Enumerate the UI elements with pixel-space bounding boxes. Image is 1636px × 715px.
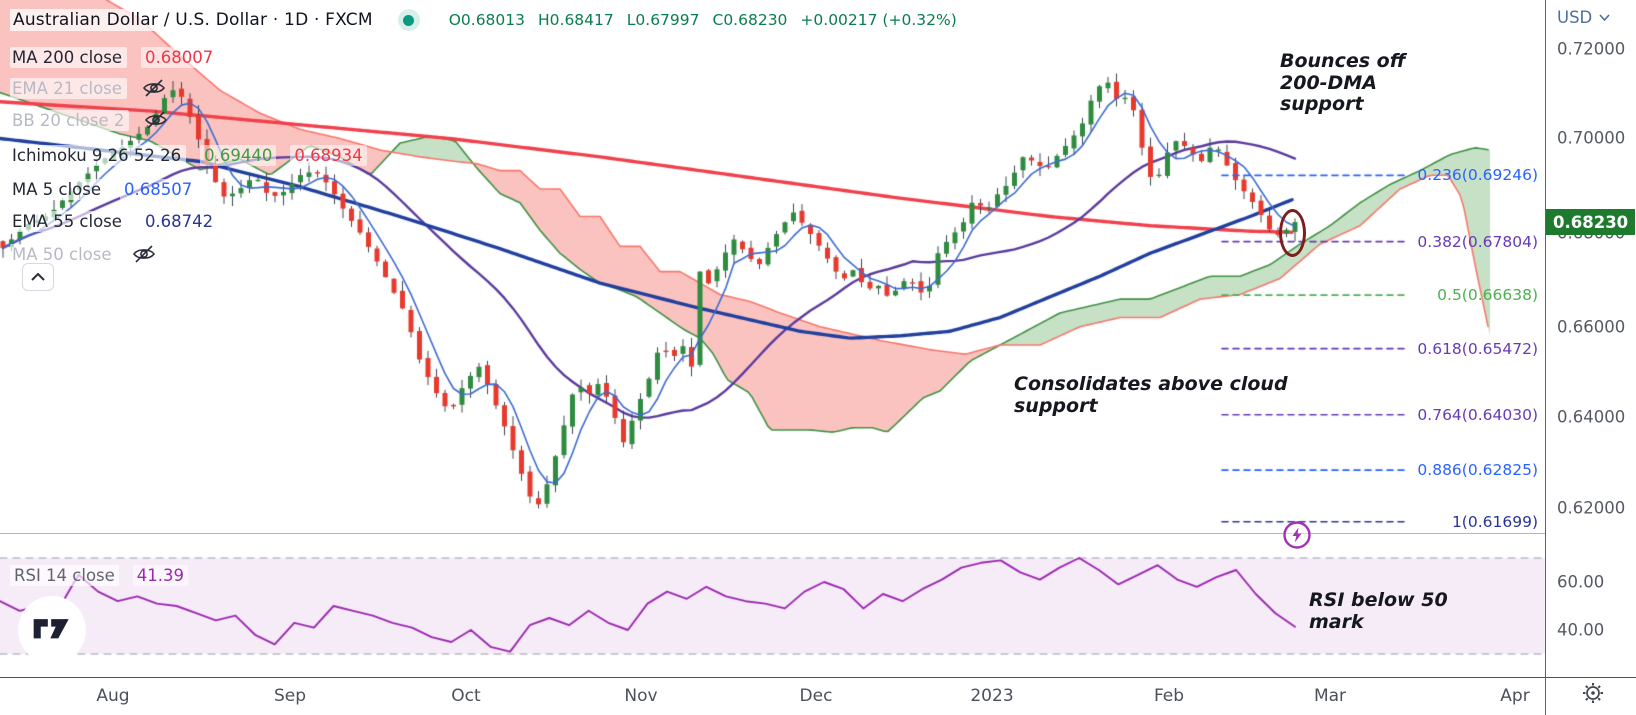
- symbol-header[interactable]: Australian Dollar / U.S. Dollar · 1D · F…: [10, 9, 960, 31]
- indicator-row-ema55[interactable]: EMA 55 close 0.68742: [10, 209, 218, 233]
- indicator-label[interactable]: EMA 21 close: [10, 77, 127, 99]
- indicator-value: 0.68742: [140, 210, 218, 232]
- rsi-tick: 40.00: [1557, 620, 1605, 640]
- ohlc-close: C0.68230: [712, 11, 788, 29]
- time-axis-label: Aug: [96, 686, 130, 706]
- time-axis-label: 2023: [970, 686, 1014, 706]
- currency-label: USD: [1557, 8, 1593, 27]
- fib-level-label[interactable]: 0.236(0.69246): [1417, 166, 1538, 184]
- eye-hidden-icon[interactable]: [131, 243, 157, 265]
- eye-hidden-icon[interactable]: [143, 109, 169, 131]
- indicator-value: 0.68507: [120, 178, 197, 200]
- indicator-label[interactable]: MA 5 close: [10, 178, 107, 200]
- tradingview-logo: [18, 596, 86, 664]
- annotation-bounces: Bounces off 200-DMA support: [1280, 50, 1406, 115]
- indicator-row-ichimoku[interactable]: Ichimoku 9 26 52 26 0.69440 0.68934: [10, 143, 367, 167]
- market-status-icon[interactable]: [397, 9, 420, 31]
- last-price-badge: 0.68230: [1546, 209, 1635, 235]
- collapse-legend-button[interactable]: [22, 263, 54, 291]
- time-axis-separator: [0, 677, 1636, 678]
- rsi-indicator-row[interactable]: RSI 14 close 41.39: [10, 565, 189, 586]
- price-axis-separator[interactable]: [1545, 0, 1546, 715]
- time-axis-label: Nov: [624, 686, 658, 706]
- indicator-label[interactable]: Ichimoku 9 26 52 26: [10, 144, 187, 166]
- annotation-rsi-note: RSI below 50 mark: [1309, 589, 1448, 633]
- ohlc-low: L0.67997: [626, 11, 700, 29]
- fib-level-label[interactable]: 0.618(0.65472): [1417, 340, 1538, 358]
- rsi-tick: 60.00: [1557, 572, 1605, 592]
- time-axis-label: Oct: [451, 686, 481, 706]
- currency-selector[interactable]: USD: [1557, 8, 1610, 27]
- indicator-row-ma200[interactable]: MA 200 close 0.68007: [10, 45, 218, 69]
- indicator-row-ma50[interactable]: MA 50 close: [10, 242, 157, 266]
- time-axis-label: Sep: [273, 686, 307, 706]
- chevron-down-icon: [1599, 14, 1610, 21]
- ohlc-values: O0.68013 H0.68417 L0.67997 C0.68230 +0.0…: [445, 10, 960, 30]
- symbol-title[interactable]: Australian Dollar / U.S. Dollar · 1D · F…: [10, 9, 376, 31]
- time-axis-label: Mar: [1313, 686, 1347, 706]
- indicator-value: 0.68934: [290, 144, 367, 166]
- rsi-value: 41.39: [132, 565, 189, 586]
- fib-level-label[interactable]: 0.764(0.64030): [1417, 406, 1538, 424]
- annotation-consolidates: Consolidates above cloud support: [1014, 373, 1288, 417]
- indicator-value: 0.69440: [200, 144, 277, 166]
- time-axis-label: Feb: [1153, 686, 1185, 706]
- indicator-row-ema21[interactable]: EMA 21 close: [10, 76, 167, 100]
- price-tick: 0.70000: [1557, 128, 1626, 148]
- price-tick: 0.64000: [1557, 407, 1626, 427]
- indicator-row-ma5[interactable]: MA 5 close 0.68507: [10, 177, 197, 201]
- price-tick: 0.66000: [1557, 317, 1626, 337]
- indicator-label[interactable]: EMA 55 close: [10, 210, 127, 232]
- eye-hidden-icon[interactable]: [141, 77, 167, 99]
- pane-separator[interactable]: [0, 533, 1545, 534]
- fib-level-label[interactable]: 0.5(0.66638): [1437, 286, 1538, 304]
- fib-level-label[interactable]: 0.886(0.62825): [1417, 461, 1538, 479]
- time-axis-label: Apr: [1500, 686, 1530, 706]
- indicator-row-bb20[interactable]: BB 20 close 2: [10, 108, 169, 132]
- fib-level-label[interactable]: 1(0.61699): [1451, 513, 1538, 531]
- ohlc-high: H0.68417: [538, 11, 614, 29]
- indicator-label[interactable]: BB 20 close 2: [10, 109, 130, 131]
- price-tick: 0.62000: [1557, 498, 1626, 518]
- indicator-label[interactable]: MA 200 close: [10, 46, 128, 68]
- rsi-label[interactable]: RSI 14 close: [10, 565, 119, 586]
- fib-level-label[interactable]: 0.382(0.67804): [1417, 233, 1538, 251]
- highlight-ellipse: [1279, 209, 1306, 257]
- axis-settings-gear-icon[interactable]: [1581, 681, 1605, 705]
- price-tick: 0.72000: [1557, 39, 1626, 59]
- ohlc-change: +0.00217 (+0.32%): [800, 11, 957, 29]
- indicator-label[interactable]: MA 50 close: [10, 243, 117, 265]
- chevron-up-icon: [31, 273, 45, 281]
- lightning-icon[interactable]: [1282, 520, 1312, 550]
- ohlc-open: O0.68013: [448, 11, 525, 29]
- time-axis-label: Dec: [799, 686, 833, 706]
- indicator-value: 0.68007: [141, 46, 218, 68]
